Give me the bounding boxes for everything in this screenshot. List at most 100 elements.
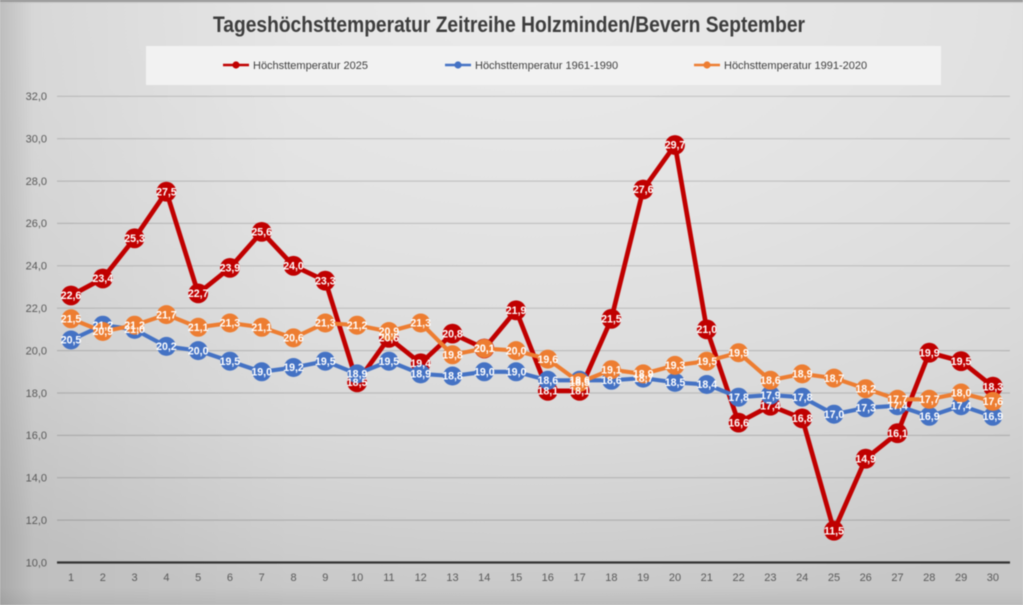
svg-text:20,0: 20,0 <box>26 345 47 357</box>
svg-text:2: 2 <box>100 572 106 584</box>
svg-text:20: 20 <box>669 572 681 584</box>
svg-text:20,2: 20,2 <box>156 341 177 353</box>
svg-text:17,4: 17,4 <box>760 400 781 412</box>
svg-text:24,0: 24,0 <box>26 261 47 273</box>
svg-text:16,1: 16,1 <box>887 428 908 440</box>
svg-text:22,0: 22,0 <box>26 303 47 315</box>
svg-text:18,0: 18,0 <box>951 388 972 400</box>
svg-text:4: 4 <box>163 572 169 584</box>
svg-text:20,9: 20,9 <box>379 326 400 338</box>
svg-text:16,9: 16,9 <box>919 411 940 423</box>
svg-text:9: 9 <box>322 572 328 584</box>
svg-text:19,8: 19,8 <box>442 350 463 362</box>
svg-text:23,3: 23,3 <box>315 275 336 287</box>
svg-text:18,9: 18,9 <box>410 369 431 381</box>
svg-text:18,8: 18,8 <box>442 371 463 383</box>
svg-text:Höchsttemperatur 2025: Höchsttemperatur 2025 <box>253 60 368 72</box>
svg-text:19,9: 19,9 <box>919 347 940 359</box>
svg-text:20,0: 20,0 <box>188 345 209 357</box>
svg-text:16,6: 16,6 <box>728 417 749 429</box>
svg-text:19,5: 19,5 <box>696 356 717 368</box>
svg-text:17,7: 17,7 <box>887 394 908 406</box>
svg-text:18,6: 18,6 <box>601 375 622 387</box>
svg-text:20,1: 20,1 <box>474 343 495 355</box>
svg-text:19,5: 19,5 <box>315 356 336 368</box>
svg-text:19,3: 19,3 <box>665 360 686 372</box>
svg-text:20,5: 20,5 <box>61 335 82 347</box>
svg-text:18,0: 18,0 <box>26 388 47 400</box>
svg-text:7: 7 <box>259 572 265 584</box>
svg-text:25: 25 <box>828 572 840 584</box>
svg-text:25,3: 25,3 <box>124 233 145 245</box>
svg-text:28,0: 28,0 <box>26 176 47 188</box>
svg-text:19,4: 19,4 <box>410 358 431 370</box>
svg-text:30,0: 30,0 <box>26 134 47 146</box>
svg-text:19,6: 19,6 <box>537 354 558 366</box>
svg-text:Höchsttemperatur 1991-2020: Höchsttemperatur 1991-2020 <box>724 60 867 72</box>
svg-text:20,6: 20,6 <box>379 333 400 345</box>
svg-text:21,9: 21,9 <box>506 305 527 317</box>
svg-text:25,6: 25,6 <box>251 227 272 239</box>
svg-text:20,9: 20,9 <box>92 326 113 338</box>
svg-text:26: 26 <box>860 572 872 584</box>
svg-text:21,3: 21,3 <box>315 318 336 330</box>
svg-text:32,0: 32,0 <box>26 91 47 103</box>
svg-text:14,9: 14,9 <box>855 453 876 465</box>
svg-text:21,1: 21,1 <box>251 322 272 334</box>
svg-text:6: 6 <box>227 572 233 584</box>
svg-text:18: 18 <box>605 572 617 584</box>
svg-text:5: 5 <box>195 572 201 584</box>
svg-text:18,1: 18,1 <box>569 386 590 398</box>
svg-text:18,7: 18,7 <box>633 373 654 385</box>
svg-text:15: 15 <box>510 572 522 584</box>
svg-text:11: 11 <box>383 572 394 584</box>
svg-text:18,6: 18,6 <box>537 375 558 387</box>
svg-text:18,5: 18,5 <box>665 377 686 389</box>
svg-text:19,5: 19,5 <box>379 356 400 368</box>
svg-text:18,9: 18,9 <box>347 369 368 381</box>
svg-text:18,9: 18,9 <box>792 369 813 381</box>
svg-text:17,8: 17,8 <box>792 392 813 404</box>
svg-text:29: 29 <box>955 572 967 584</box>
svg-text:19,5: 19,5 <box>220 356 241 368</box>
svg-text:24: 24 <box>796 572 808 584</box>
svg-text:19,2: 19,2 <box>283 362 304 374</box>
svg-text:17,8: 17,8 <box>728 392 749 404</box>
svg-text:22,6: 22,6 <box>61 290 82 302</box>
svg-text:10,0: 10,0 <box>26 557 47 569</box>
svg-text:8: 8 <box>290 572 296 584</box>
svg-text:20,6: 20,6 <box>283 333 304 345</box>
svg-text:27,6: 27,6 <box>633 184 654 196</box>
svg-text:19,0: 19,0 <box>506 367 527 379</box>
svg-text:Tageshöchsttemperatur Zeitreih: Tageshöchsttemperatur Zeitreihe Holzmind… <box>213 12 805 37</box>
svg-text:17: 17 <box>573 572 585 584</box>
svg-text:16,0: 16,0 <box>26 430 47 442</box>
svg-text:18,3: 18,3 <box>983 381 1004 393</box>
svg-text:17,3: 17,3 <box>855 403 876 415</box>
svg-text:20,0: 20,0 <box>506 345 527 357</box>
svg-text:18,2: 18,2 <box>855 383 876 395</box>
svg-text:19,1: 19,1 <box>601 364 622 376</box>
svg-text:21,2: 21,2 <box>92 320 113 332</box>
svg-text:29,7: 29,7 <box>665 140 686 152</box>
svg-text:21,5: 21,5 <box>601 314 622 326</box>
svg-text:3: 3 <box>132 572 138 584</box>
svg-text:22: 22 <box>732 572 744 584</box>
svg-text:27: 27 <box>891 572 903 584</box>
svg-text:21,1: 21,1 <box>188 322 209 334</box>
svg-text:18,6: 18,6 <box>760 375 781 387</box>
svg-text:21,3: 21,3 <box>410 318 431 330</box>
svg-text:16: 16 <box>542 572 554 584</box>
svg-text:Höchsttemperatur 1961-1990: Höchsttemperatur 1961-1990 <box>475 60 618 72</box>
svg-text:20,8: 20,8 <box>442 328 463 340</box>
svg-text:17,9: 17,9 <box>760 390 781 402</box>
svg-text:18,7: 18,7 <box>824 373 845 385</box>
svg-text:16,8: 16,8 <box>792 413 813 425</box>
svg-text:14,0: 14,0 <box>26 473 47 485</box>
svg-text:21: 21 <box>701 572 713 584</box>
svg-text:19,0: 19,0 <box>474 367 495 379</box>
svg-text:17,4: 17,4 <box>887 400 908 412</box>
svg-text:19,9: 19,9 <box>728 347 749 359</box>
svg-text:23,4: 23,4 <box>92 273 113 285</box>
svg-text:19,5: 19,5 <box>951 356 972 368</box>
